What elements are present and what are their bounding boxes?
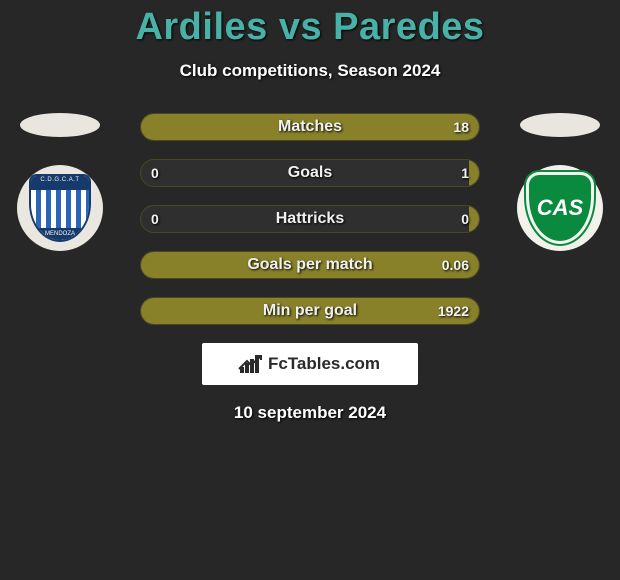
bar-chart-icon xyxy=(240,355,262,373)
right-player-column: CAS xyxy=(510,113,610,251)
stat-bar-value-left: 0 xyxy=(151,206,159,232)
left-player-column: C.D.G.C.A.T MENDOZA xyxy=(10,113,110,251)
stat-bars-container: Matches18Goals01Hattricks00Goals per mat… xyxy=(140,113,480,325)
right-flag-icon xyxy=(520,113,600,137)
stat-bar-value-right: 1922 xyxy=(438,298,469,324)
stat-bar: Hattricks0 0 xyxy=(140,205,480,233)
stat-bar-label: Goals per match xyxy=(141,252,479,278)
page-title: Ardiles vs Paredes xyxy=(0,6,620,49)
sarmiento-shield-icon: CAS xyxy=(526,172,594,244)
page-subtitle: Club competitions, Season 2024 xyxy=(0,61,620,81)
content-area: C.D.G.C.A.T MENDOZA CAS Matches18Goals01… xyxy=(0,113,620,423)
stat-bar-label: Hattricks xyxy=(141,206,479,232)
stat-bar: Goals per match0.06 xyxy=(140,251,480,279)
stat-bar-value-right: 0 xyxy=(461,206,469,232)
stat-bar-value-right: 1 xyxy=(461,160,469,186)
godoy-bottom-text: MENDOZA xyxy=(31,228,89,240)
page-date: 10 september 2024 xyxy=(0,403,620,423)
stat-bar: Matches18 xyxy=(140,113,480,141)
brand-text: FcTables.com xyxy=(268,354,380,374)
stat-bar-value-left: 0 xyxy=(151,160,159,186)
page-root: Ardiles vs Paredes Club competitions, Se… xyxy=(0,0,620,580)
godoy-top-text: C.D.G.C.A.T xyxy=(31,176,89,190)
left-flag-icon xyxy=(20,113,100,137)
brand-box[interactable]: FcTables.com xyxy=(202,343,418,385)
godoy-shield-icon: C.D.G.C.A.T MENDOZA xyxy=(29,174,91,242)
right-club-badge: CAS xyxy=(517,165,603,251)
stat-bar-label: Goals xyxy=(141,160,479,186)
stat-bar: Goals0 1 xyxy=(140,159,480,187)
stat-bar-label: Matches xyxy=(141,114,479,140)
stat-bar-value-right: 0.06 xyxy=(442,252,469,278)
stat-bar-value-right: 18 xyxy=(453,114,469,140)
stat-bar: Min per goal1922 xyxy=(140,297,480,325)
sarmiento-initials: CAS xyxy=(526,172,594,244)
stat-bar-label: Min per goal xyxy=(141,298,479,324)
left-club-badge: C.D.G.C.A.T MENDOZA xyxy=(17,165,103,251)
